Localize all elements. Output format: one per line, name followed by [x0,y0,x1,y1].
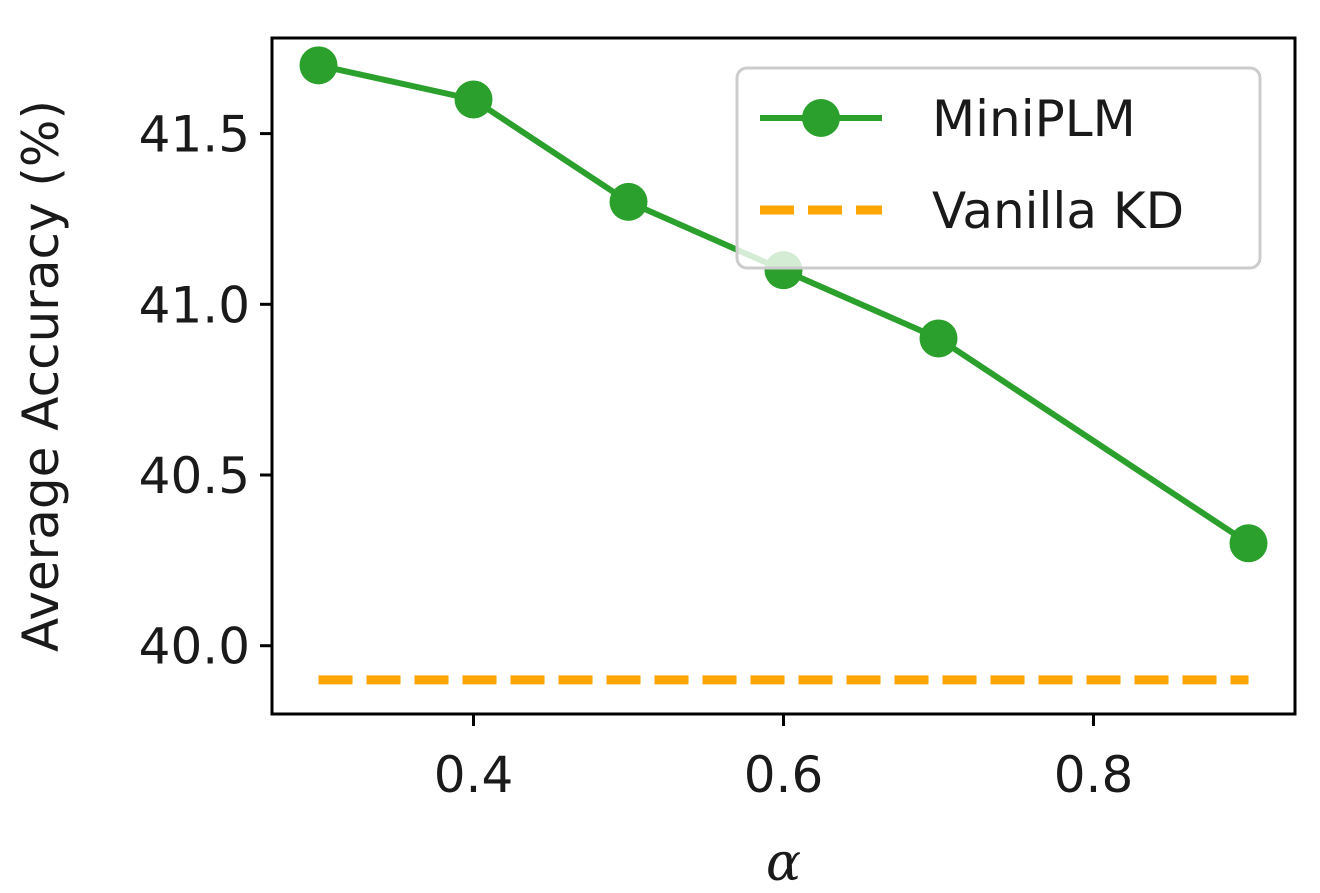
legend-marker-miniplm [802,99,840,137]
data-point-miniplm-2 [609,182,648,221]
legend-label-miniplm: MiniPLM [932,90,1136,148]
x-axis-label: α [766,833,801,893]
x-tick-label: 0.6 [744,746,824,804]
y-tick-label: 41.5 [139,106,250,164]
data-point-miniplm-4 [919,319,958,358]
data-point-miniplm-1 [454,80,493,119]
data-point-miniplm-5 [1229,524,1268,563]
legend-label-vanilla-kd: Vanilla KD [932,182,1184,240]
x-tick-label: 0.4 [434,746,514,804]
y-tick-label: 40.5 [139,447,250,505]
x-tick-label: 0.8 [1054,746,1134,804]
plot-area [299,46,1268,685]
y-tick-label: 40.0 [139,618,250,676]
axes: 0.4 0.6 0.8 40.0 40.5 41.0 41.5 α Average Accura… [12,36,1297,893]
legend: MiniPLM Vanilla KD [735,66,1262,270]
y-axis-label: Average Accuracy (%) [12,100,70,652]
data-point-miniplm-0 [299,46,338,85]
series-line-miniplm [317,62,1251,546]
y-tick-label: 41.0 [139,276,250,334]
